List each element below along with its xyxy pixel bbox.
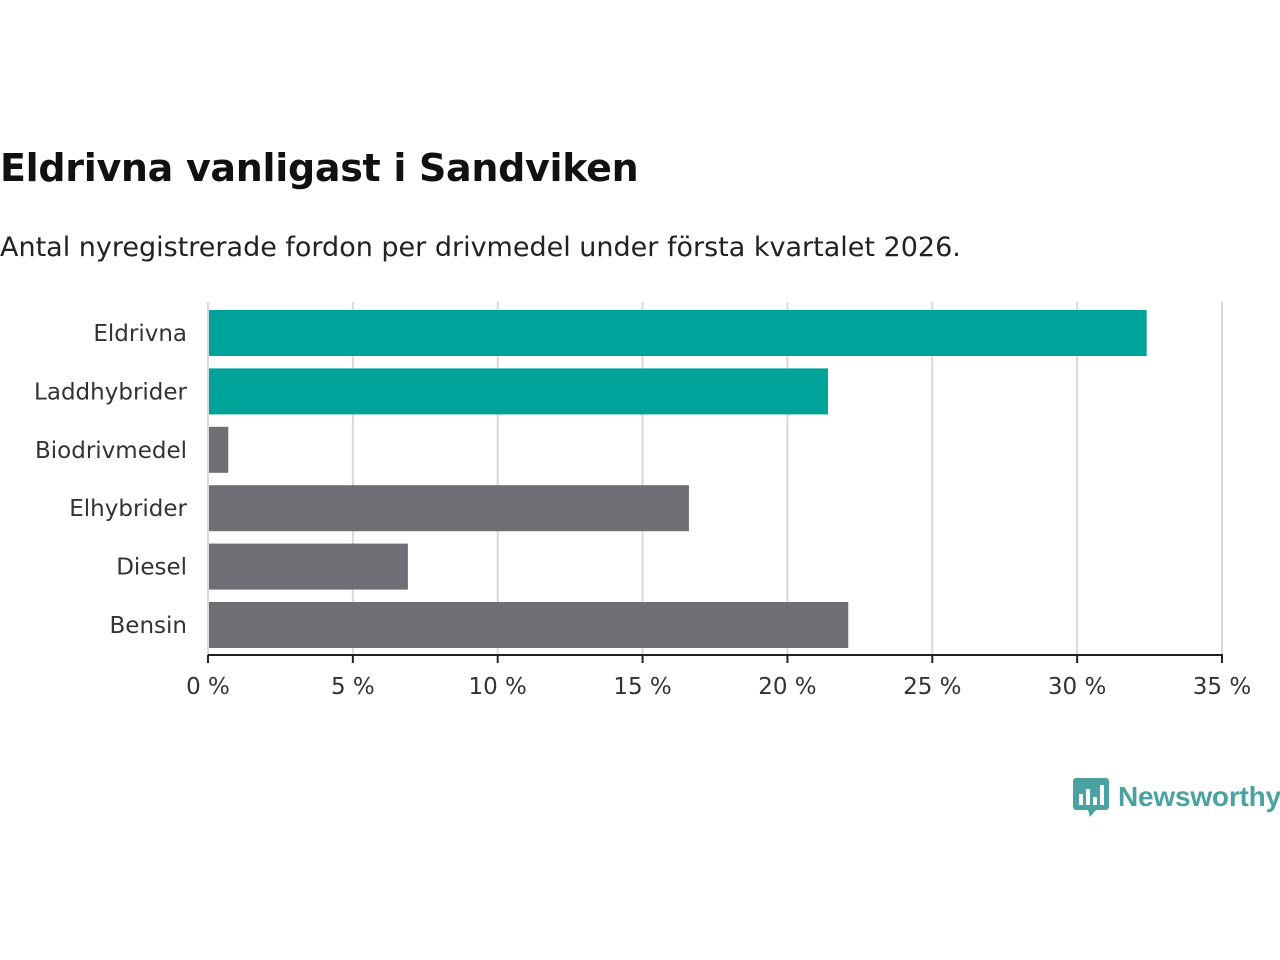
x-tick-label: 25 % [903,674,961,700]
category-labels: Eldrivna Laddhybrider Biodrivmedel Elhybrid… [34,321,187,639]
category-label: Laddhybrider [34,379,187,405]
chart-subtitle: Antal nyregistrerade fordon per drivmede… [0,232,961,263]
gridlines [351,302,1223,655]
category-label: Bensin [110,613,187,639]
category-label: Diesel [116,555,187,581]
bar-eldrivna [208,310,1147,356]
x-tick-label: 10 % [468,674,526,700]
newsworthy-logo-icon [1073,778,1109,817]
x-tick-label: 15 % [613,674,671,700]
category-label: Elhybrider [69,496,187,522]
chart-title: Eldrivna vanligast i Sandviken [0,146,639,190]
category-label: Biodrivmedel [35,438,187,464]
bar-elhybrider [208,485,689,532]
x-tick-label: 35 % [1193,674,1251,700]
x-axis: 0 % 5 % 10 % 15 % 20 % 25 % 30 % 35 % [186,302,1251,700]
x-tick-label: 0 % [186,674,230,700]
bars [208,310,1147,648]
bar-laddhybrider [208,368,828,415]
x-tick-label: 20 % [758,674,816,700]
newsworthy-logo: Newsworthy [1072,776,1280,818]
bar-biodrivmedel [208,426,229,473]
x-tick-label: 30 % [1048,674,1106,700]
bar-diesel [208,543,408,590]
category-label: Eldrivna [93,321,187,347]
x-tick-label: 5 % [331,674,375,700]
brand-name: Newsworthy [1118,781,1280,812]
bar-bensin [208,602,849,648]
